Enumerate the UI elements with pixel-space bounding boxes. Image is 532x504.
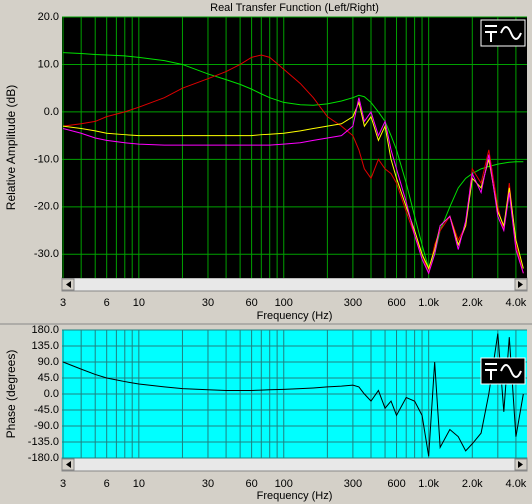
logo-mark [485, 25, 522, 42]
y-tick-label: 90.0 [38, 356, 59, 368]
x-tick-label: 3 [60, 297, 66, 309]
y-tick-label: 10.0 [38, 58, 59, 70]
y-tick-label: 20.0 [38, 11, 59, 23]
x-tick-label: 3 [60, 478, 66, 490]
x-tick-label: 4.0k [506, 297, 527, 309]
x-tick-label: 100 [275, 297, 293, 309]
x-tick-label: 10 [133, 297, 145, 309]
x-axis-label: Frequency (Hz) [257, 490, 333, 502]
y-tick-label: -135.0 [28, 436, 59, 448]
x-tick-label: 1.0k [418, 297, 439, 309]
x-tick-label: 60 [245, 478, 257, 490]
logo-mark [485, 363, 522, 380]
series-line [62, 333, 524, 457]
y-tick-label: 45.0 [38, 372, 59, 384]
scrollbar[interactable] [61, 457, 528, 472]
x-tick-label: 2.0k [462, 297, 483, 309]
x-axis-label: Frequency (Hz) [257, 310, 333, 322]
x-tick-label: 2.0k [462, 478, 483, 490]
y-tick-label: 180.0 [31, 324, 59, 336]
x-tick-label: 600 [387, 297, 405, 309]
y-tick-label: 135.0 [31, 340, 59, 352]
y-tick-label: -90.0 [34, 420, 59, 432]
y-tick-label: 0.0 [44, 106, 59, 118]
chart-title: Real Transfer Function (Left/Right) [210, 2, 379, 14]
x-tick-label: 1.0k [418, 478, 439, 490]
x-tick-label: 4.0k [506, 478, 527, 490]
x-tick-label: 600 [387, 478, 405, 490]
series-line [62, 100, 524, 270]
x-tick-label: 60 [245, 297, 257, 309]
series-group [62, 333, 524, 457]
y-tick-label: -180.0 [28, 452, 59, 464]
scrollbar[interactable] [61, 277, 528, 292]
x-tick-label: 300 [344, 478, 362, 490]
plot-area [62, 17, 527, 278]
series-line [62, 97, 524, 275]
y-axis-label: Phase (degrees) [4, 350, 18, 439]
series-group [62, 52, 524, 276]
y-tick-label: -30.0 [34, 248, 59, 260]
x-tick-label: 100 [275, 478, 293, 490]
x-tick-label: 6 [104, 297, 110, 309]
y-axis-label: Relative Amplitude (dB) [4, 85, 18, 210]
x-tick-label: 300 [344, 297, 362, 309]
y-tick-label: -20.0 [34, 201, 59, 213]
y-tick-label: 0.0 [44, 388, 59, 400]
x-tick-label: 30 [202, 297, 214, 309]
x-tick-label: 10 [133, 478, 145, 490]
y-tick-label: -10.0 [34, 153, 59, 165]
x-tick-label: 30 [202, 478, 214, 490]
x-tick-label: 6 [104, 478, 110, 490]
y-tick-label: -45.0 [34, 404, 59, 416]
